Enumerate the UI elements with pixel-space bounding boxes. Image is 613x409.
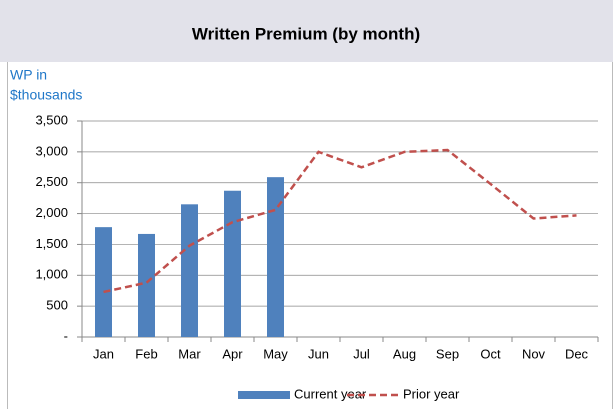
y-axis-label: $thousands [10,87,82,103]
y-tick-label: 500 [46,298,68,313]
legend-label: Current year [294,386,367,401]
x-tick-label: May [263,346,288,361]
x-tick-label: Feb [135,346,157,361]
legend-swatch [238,391,290,399]
x-tick-label: Jun [308,346,329,361]
y-tick-label: 3,500 [35,112,68,127]
bar [95,227,112,337]
legend-label: Prior year [403,386,460,401]
bar [267,177,284,337]
x-tick-label: Jan [93,346,114,361]
chart-title: Written Premium (by month) [192,24,420,43]
y-tick-label: 1,000 [35,267,68,282]
x-tick-label: Aug [393,346,416,361]
bar [138,233,155,337]
x-tick-label: Jul [353,346,370,361]
y-tick-label: 2,500 [35,174,68,189]
bar [181,204,198,337]
x-tick-label: Sep [436,346,459,361]
x-tick-label: Apr [222,346,243,361]
y-tick-label: 2,000 [35,205,68,220]
x-tick-label: Mar [178,346,201,361]
y-tick-label: 1,500 [35,236,68,251]
bar [224,190,241,337]
y-axis-label: WP in [10,67,47,83]
y-tick-label: 3,000 [35,143,68,158]
x-tick-label: Dec [565,346,589,361]
line [103,148,577,294]
header [0,0,613,62]
y-tick-label: - [64,328,68,343]
x-tick-label: Oct [480,346,501,361]
x-tick-label: Nov [522,346,546,361]
